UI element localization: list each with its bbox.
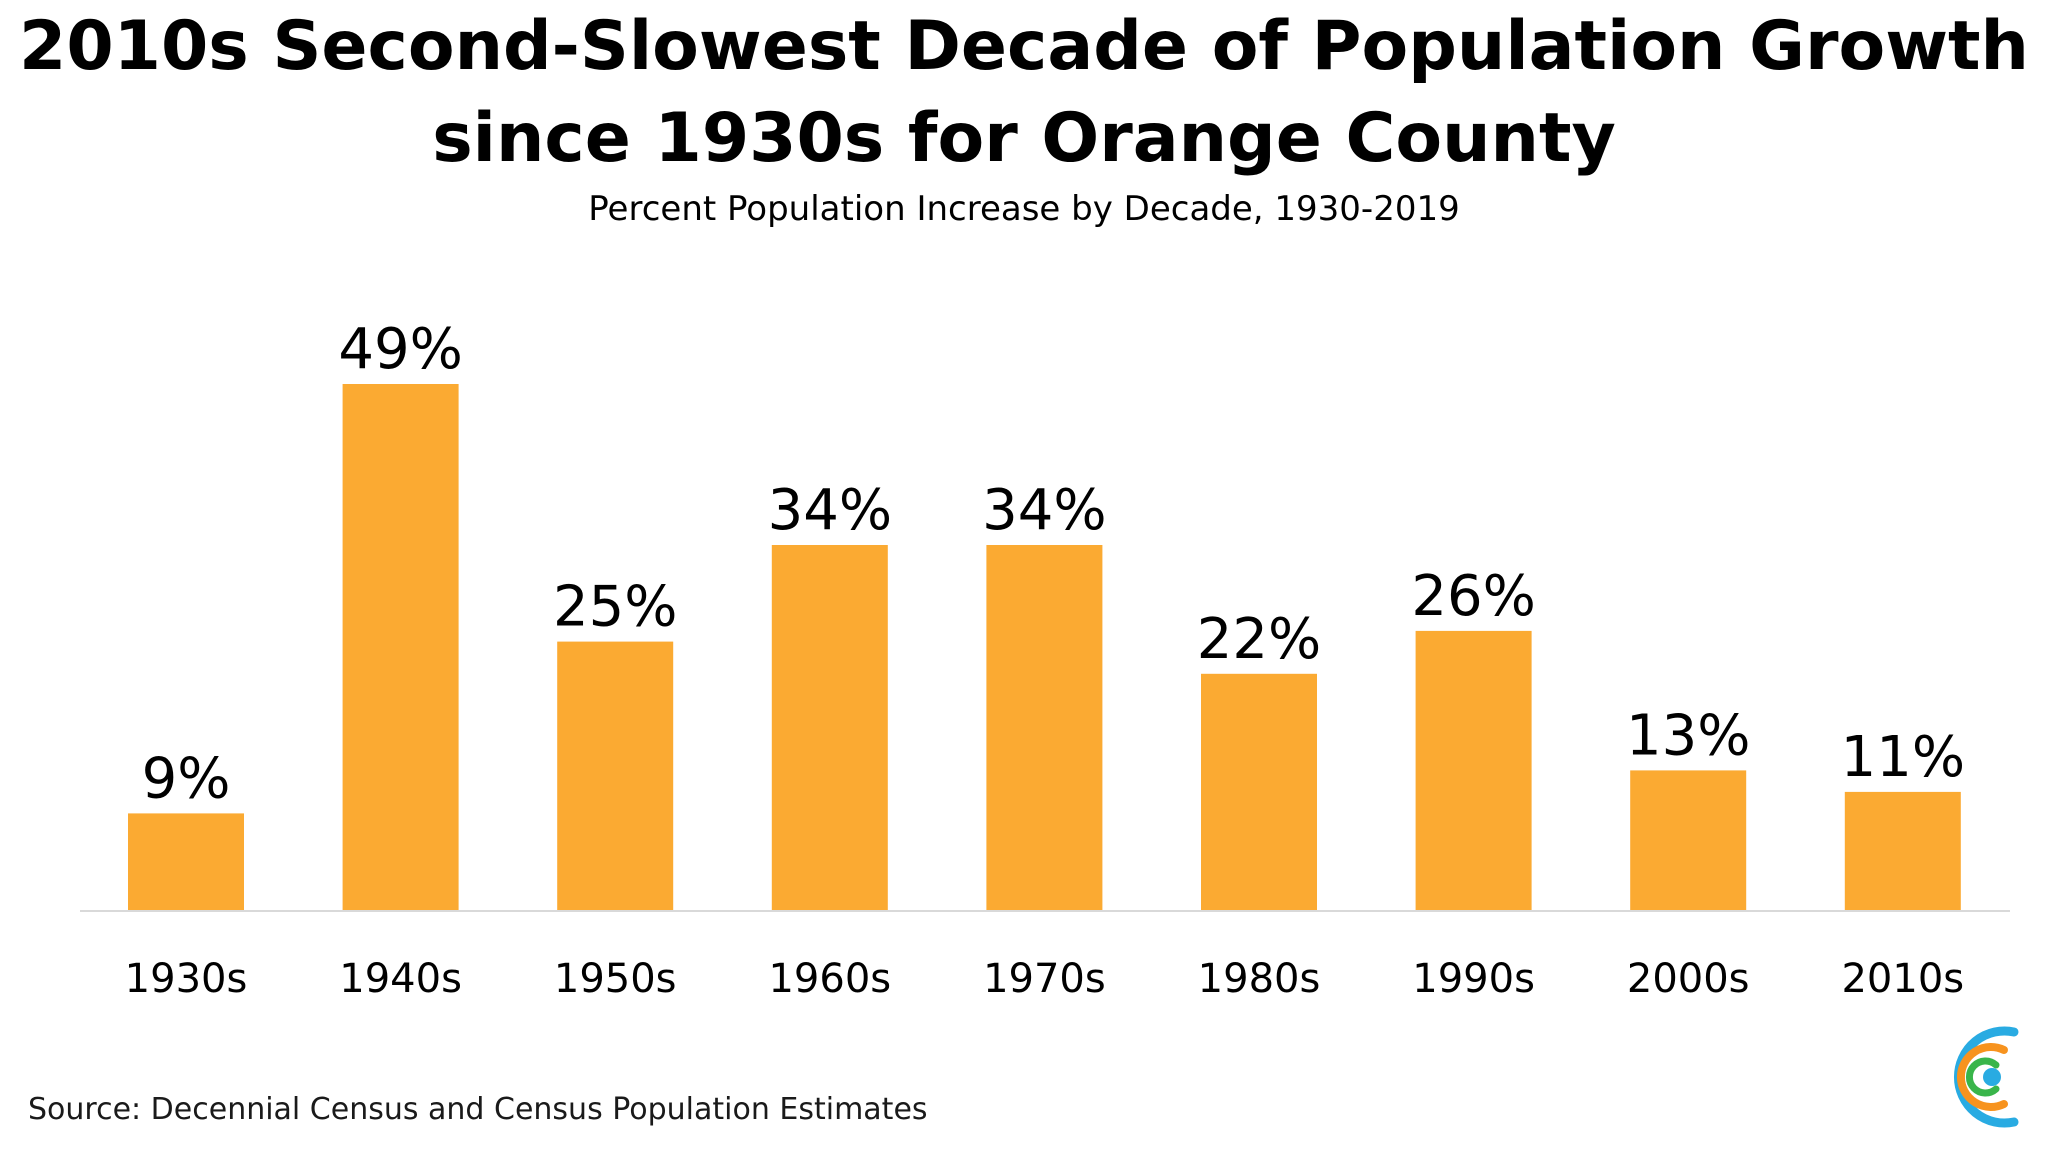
data-label-1940s: 49%: [338, 317, 462, 382]
data-label-1930s: 9%: [142, 746, 231, 811]
x-tick-label-1980s: 1980s: [1198, 956, 1321, 1002]
x-tick-label-1970s: 1970s: [983, 956, 1106, 1002]
x-tick-label-2010s: 2010s: [1841, 956, 1964, 1002]
bar-group: [128, 384, 1961, 910]
bar-1950s: [557, 641, 674, 910]
logo-center-dot: [1983, 1068, 2001, 1086]
data-label-1960s: 34%: [768, 478, 892, 543]
data-label-2010s: 11%: [1841, 725, 1965, 790]
data-label-2000s: 13%: [1626, 703, 1750, 768]
x-tick-label-2000s: 2000s: [1627, 956, 1750, 1002]
data-label-1970s: 34%: [982, 478, 1106, 543]
x-tick-label-1940s: 1940s: [339, 956, 462, 1002]
source-note: Source: Decennial Census and Census Popu…: [28, 1092, 928, 1127]
data-label-1990s: 26%: [1411, 564, 1535, 629]
x-tick-label-1960s: 1960s: [768, 956, 891, 1002]
data-label-1980s: 22%: [1197, 607, 1321, 672]
ring-logo-icon: [1954, 1026, 2019, 1128]
bar-1980s: [1201, 673, 1317, 910]
bar-1990s: [1415, 630, 1532, 910]
bar-1960s: [771, 545, 888, 910]
data-label-1950s: 25%: [553, 575, 677, 640]
x-tick-label-1990s: 1990s: [1412, 956, 1535, 1002]
chart-title-line-1: 2010s Second-Slowest Decade of Populatio…: [19, 7, 2029, 86]
x-tick-label-1950s: 1950s: [554, 956, 677, 1002]
bar-1930s: [128, 813, 244, 910]
logo-inner-ring: [1965, 1057, 2000, 1097]
bar-1970s: [986, 545, 1103, 910]
bar-1940s: [342, 384, 459, 910]
data-label-group: 9% 49% 25% 34% 34% 22% 26% 13% 11%: [142, 317, 1965, 811]
x-tick-label-1930s: 1930s: [125, 956, 248, 1002]
x-tick-label-group: 1930s 1940s 1950s 1960s 1970s 1980s 1990s 2000s…: [125, 956, 1964, 1002]
bar-2010s: [1844, 791, 1961, 910]
chart-title-line-2: since 1930s for Orange County: [432, 99, 1616, 178]
logo-middle-ring: [1957, 1043, 2008, 1111]
chart-subtitle: Percent Population Increase by Decade, 1…: [588, 189, 1460, 229]
bar-2000s: [1630, 770, 1747, 910]
